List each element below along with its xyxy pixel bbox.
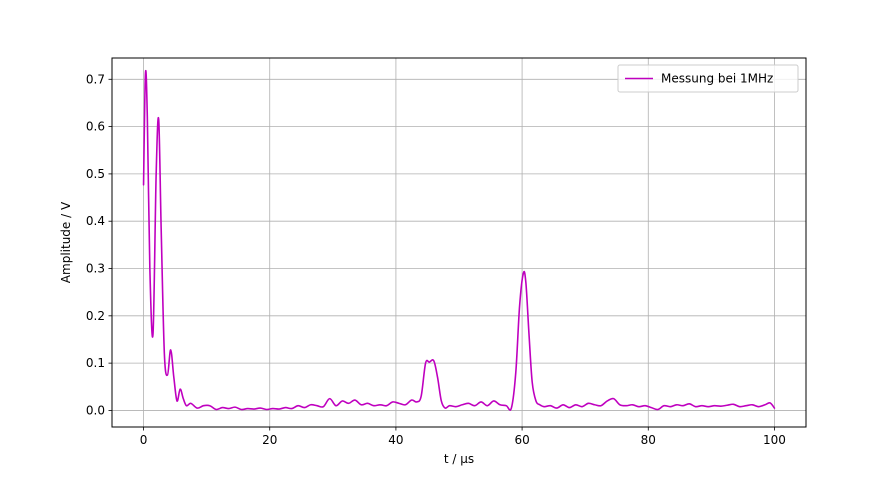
x-axis-label: t / µs	[444, 452, 474, 466]
y-tick-label: 0.4	[86, 214, 105, 228]
x-tick-label: 100	[763, 433, 786, 447]
x-tick-label: 60	[514, 433, 529, 447]
plot-frame	[111, 57, 807, 428]
grid-layer	[112, 58, 806, 427]
x-tick-label: 80	[641, 433, 656, 447]
y-tick-label: 0.6	[86, 120, 105, 134]
x-tick-label: 20	[262, 433, 277, 447]
y-tick-label: 0.5	[86, 167, 105, 181]
series-line	[142, 70, 776, 411]
legend: Messung bei 1MHz	[617, 64, 799, 93]
y-axis-label: Amplitude / V	[59, 201, 73, 283]
y-tick-label: 0.3	[86, 262, 105, 276]
y-tick-label: 0.7	[86, 72, 105, 86]
tick-layer: 0 20 40 60 80 100 0.0 0.1 0.2 0.3 0.4 0.5 0.6 0.7	[86, 72, 786, 447]
y-tick-label: 0.0	[86, 403, 105, 417]
legend-entry-label: Messung bei 1MHz	[661, 72, 773, 86]
y-tick-label: 0.2	[86, 309, 105, 323]
x-tick-label: 40	[388, 433, 403, 447]
series-layer	[142, 70, 776, 411]
x-tick-label: 0	[140, 433, 148, 447]
y-tick-label: 0.1	[86, 356, 105, 370]
legend-box	[617, 64, 799, 93]
